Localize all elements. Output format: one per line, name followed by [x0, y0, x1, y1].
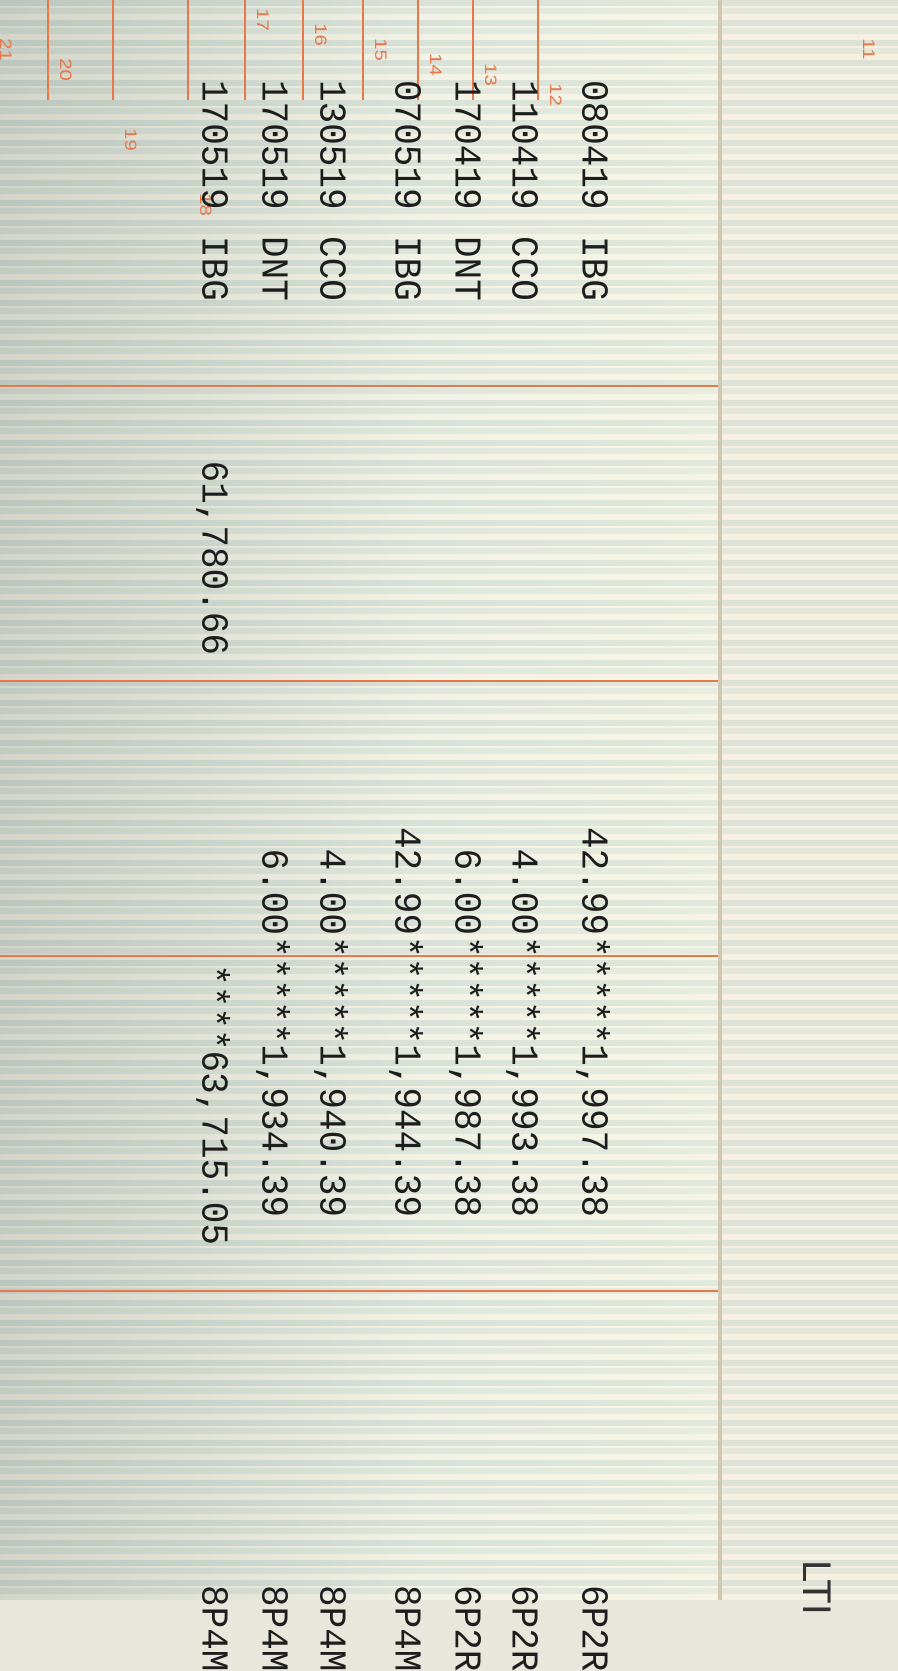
- entry-balance: *****1,987.38: [444, 936, 488, 1217]
- page-spine: [718, 0, 722, 1600]
- entry-balance: *****1,934.39: [251, 936, 295, 1217]
- entry-date: 110419: [501, 80, 545, 210]
- entry-balance: *****1,940.39: [309, 936, 353, 1217]
- entry-date: 080419: [571, 80, 615, 210]
- row-number: 21: [0, 38, 15, 61]
- entry-date: 130519: [309, 80, 353, 210]
- entry-ref: 8P4M: [309, 1585, 353, 1671]
- row-rule: [47, 0, 49, 100]
- entry-ref: 6P2R: [444, 1585, 488, 1671]
- entry-date: 070519: [384, 80, 428, 210]
- column-rule: [0, 680, 718, 682]
- entry-deposit: 61,780.66: [191, 460, 235, 655]
- entry-code: DNT: [251, 236, 295, 301]
- row-number: 17: [253, 8, 272, 31]
- row-rule: [302, 0, 304, 100]
- entry-balance: *****1,993.38: [501, 936, 545, 1217]
- row-rule: [112, 0, 114, 100]
- entry-ref: 8P4M: [384, 1585, 428, 1671]
- entry-code: CCO: [501, 236, 545, 301]
- row-number: 12: [546, 83, 565, 106]
- entry-ref: 6P2R: [571, 1585, 615, 1671]
- entry-balance: ****63,715.05: [191, 964, 235, 1245]
- entry-balance: *****1,944.39: [384, 936, 428, 1217]
- row-rule: [187, 0, 189, 100]
- entry-ref: 8P4M: [251, 1585, 295, 1671]
- column-rule: [0, 1290, 718, 1292]
- entry-code: IBG: [571, 236, 615, 301]
- entry-date: 170519: [251, 80, 295, 210]
- entry-code: IBG: [384, 236, 428, 301]
- entry-balance: *****1,997.38: [571, 936, 615, 1217]
- row-number: 14: [426, 53, 445, 76]
- entry-code: CCO: [309, 236, 353, 301]
- entry-date: 170419: [444, 80, 488, 210]
- entry-code: DNT: [444, 236, 488, 301]
- row-number: 15: [371, 38, 390, 61]
- row-rule: [244, 0, 246, 100]
- entry-code: IBG: [191, 236, 235, 301]
- entry-ref: 6P2R: [501, 1585, 545, 1671]
- row-number: 20: [56, 58, 75, 81]
- row-number: 16: [311, 23, 330, 46]
- row-number-right: 11: [859, 38, 878, 60]
- entry-ref: 8P4M: [191, 1585, 235, 1671]
- column-rule: [0, 385, 718, 387]
- corner-text: LTI: [794, 1560, 838, 1615]
- row-rule: [362, 0, 364, 100]
- row-number: 19: [121, 128, 140, 151]
- right-page: [720, 0, 898, 1600]
- entry-date: 170519: [191, 80, 235, 210]
